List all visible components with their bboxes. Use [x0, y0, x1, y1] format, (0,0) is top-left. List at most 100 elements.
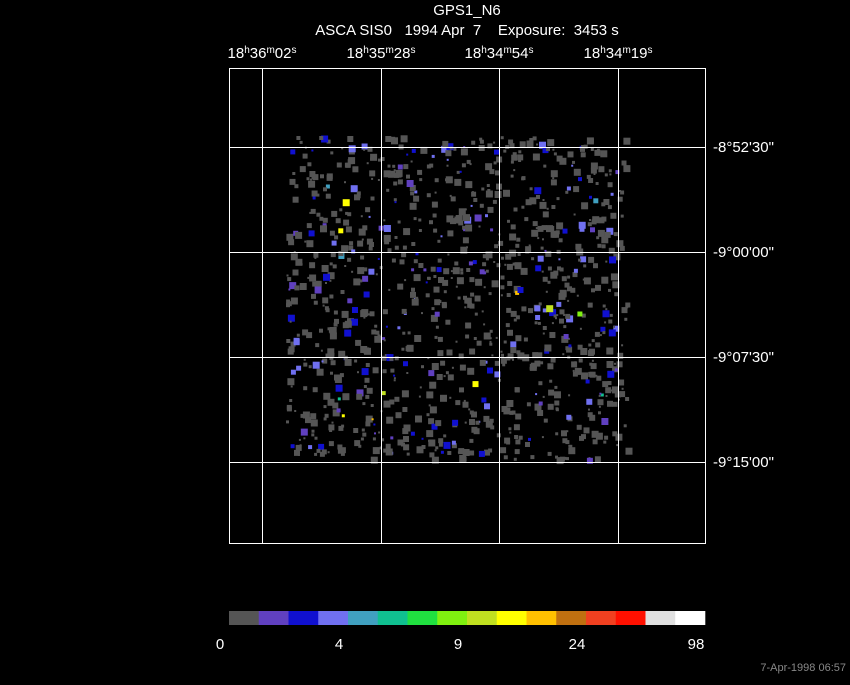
pixel [575, 243, 582, 250]
pixel [415, 296, 419, 300]
pixel [307, 162, 312, 167]
pixel [397, 164, 403, 170]
pixel [489, 340, 492, 343]
pixel [474, 214, 482, 222]
pixel [587, 350, 594, 357]
pixel [358, 444, 362, 448]
pixel [513, 285, 521, 293]
pixel [402, 331, 406, 335]
pixel [559, 267, 564, 272]
pixel [559, 318, 564, 324]
pixel [299, 444, 302, 447]
pixel [472, 260, 477, 265]
pixel [360, 215, 363, 218]
pixel [290, 149, 296, 155]
pixel [348, 145, 356, 153]
pixel [303, 437, 306, 440]
colorbar-segment [526, 611, 557, 625]
pixel [540, 361, 544, 365]
pixel [598, 411, 601, 415]
pixel [559, 456, 565, 462]
pixel [602, 304, 606, 308]
ra-value: 19 [631, 45, 648, 62]
pixel [303, 362, 308, 367]
pixel [607, 205, 612, 210]
colorbar-label: 98 [688, 636, 705, 653]
colorbar-segment [348, 611, 379, 625]
pixel [587, 222, 592, 227]
pixel [562, 228, 568, 234]
pixel [460, 268, 464, 272]
pixel [294, 410, 297, 412]
pixel [428, 418, 435, 425]
pixel [543, 164, 547, 168]
pixel [434, 178, 439, 183]
pixel [365, 207, 371, 213]
pixel [418, 229, 422, 232]
pixel [322, 358, 328, 364]
ra-value: 34 [606, 45, 623, 62]
pixel [361, 238, 364, 241]
pixel [473, 428, 480, 435]
pixel [487, 206, 494, 213]
pixel [315, 280, 322, 287]
pixel [372, 437, 376, 441]
pixel [363, 267, 368, 272]
pixel [366, 162, 369, 165]
pixel [488, 292, 492, 296]
pixel [506, 307, 512, 313]
pixel [510, 341, 517, 348]
pixel [514, 387, 520, 393]
pixel [490, 228, 494, 232]
pixel [357, 240, 364, 247]
pixel [544, 249, 547, 252]
pixel [374, 335, 382, 343]
pixel [402, 407, 408, 412]
pixel [483, 332, 491, 340]
pixel [507, 281, 513, 286]
pixel [325, 193, 331, 199]
pixel [416, 446, 424, 454]
pixel [434, 311, 440, 317]
pixel [554, 391, 561, 399]
pixel [360, 346, 368, 353]
pixel [423, 268, 427, 272]
pixel [590, 148, 594, 151]
pixel [429, 452, 435, 458]
pixel [404, 279, 407, 282]
pixel [383, 339, 386, 342]
pixel [547, 266, 552, 271]
pixel [536, 361, 540, 364]
pixel [515, 243, 520, 248]
pixel [373, 423, 376, 426]
pixel [300, 413, 305, 418]
pixel [354, 359, 358, 363]
pixel [354, 194, 360, 201]
pixel [334, 318, 339, 324]
pixel [493, 161, 497, 165]
pixel [473, 337, 477, 340]
pixel [469, 450, 475, 456]
pixel [386, 188, 390, 192]
pixel [510, 310, 517, 317]
pixel [347, 257, 352, 262]
pixel [500, 294, 503, 297]
pixel [393, 198, 397, 202]
pixel [347, 212, 352, 217]
pixel [489, 169, 495, 175]
pixel [512, 358, 514, 361]
pixel [388, 288, 391, 291]
pixel [371, 418, 374, 421]
pixel [308, 445, 313, 450]
pixel [598, 405, 601, 408]
pixel [431, 363, 439, 370]
pixel [494, 371, 501, 378]
pixel [503, 407, 511, 415]
pixel [532, 221, 538, 227]
pixel [601, 202, 606, 207]
pixel [435, 325, 439, 329]
pixel [377, 258, 380, 260]
pixel [311, 433, 315, 437]
pixel [403, 164, 409, 170]
pixel [559, 309, 565, 315]
